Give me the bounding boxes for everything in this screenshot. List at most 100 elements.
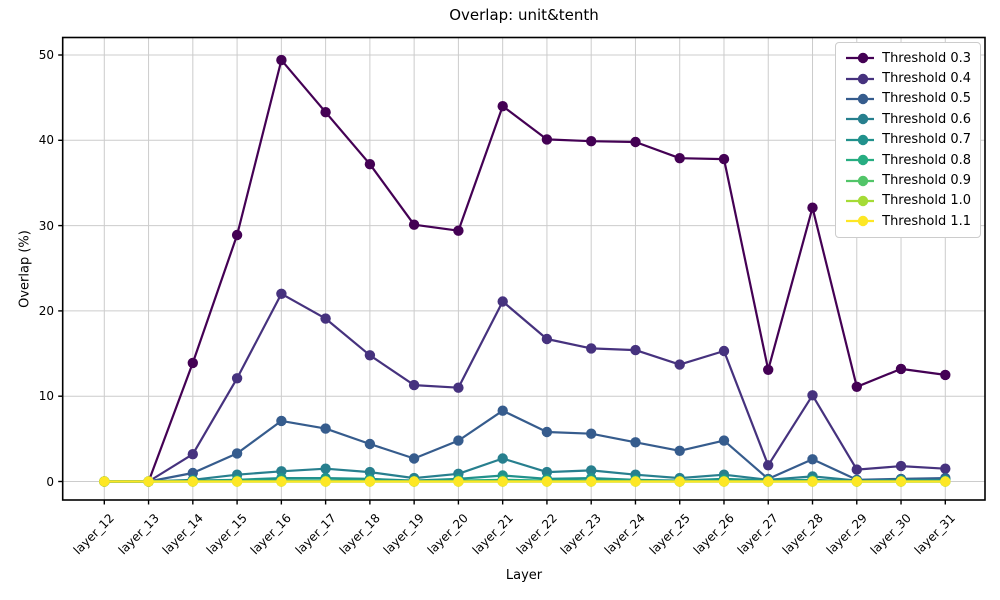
data-point-marker xyxy=(718,345,730,357)
data-point-marker xyxy=(453,435,464,446)
data-point-marker xyxy=(408,379,420,391)
legend-line-marker-icon xyxy=(846,114,875,125)
series-line xyxy=(103,59,947,483)
y-tick-label: 10 xyxy=(38,389,54,404)
data-point-marker xyxy=(453,225,464,236)
data-point-marker xyxy=(807,202,818,213)
data-point-marker xyxy=(320,476,331,487)
data-point-marker xyxy=(674,153,685,164)
data-point-marker xyxy=(276,415,287,427)
legend-label: Threshold 0.7 xyxy=(882,132,971,148)
data-point-marker xyxy=(630,344,641,356)
legend-label: Threshold 0.6 xyxy=(882,111,971,127)
data-point-marker xyxy=(586,465,597,476)
data-point-marker xyxy=(807,390,818,401)
legend-label: Threshold 0.9 xyxy=(882,173,971,189)
data-point-marker xyxy=(940,476,951,487)
data-point-marker xyxy=(408,476,420,487)
data-point-marker xyxy=(895,363,907,375)
data-point-marker xyxy=(674,476,685,487)
y-tick-label: 30 xyxy=(38,218,54,233)
data-point-marker xyxy=(895,476,907,487)
series-line xyxy=(103,409,947,483)
data-point-marker xyxy=(807,454,818,465)
data-point-marker xyxy=(497,476,508,487)
legend-line-marker-icon xyxy=(846,93,875,105)
data-point-marker xyxy=(453,382,464,393)
data-point-marker xyxy=(231,448,243,459)
data-point-marker xyxy=(364,159,376,170)
legend-label: Threshold 0.5 xyxy=(882,91,971,107)
data-point-marker xyxy=(320,463,331,474)
legend-label: Threshold 0.4 xyxy=(882,71,971,87)
legend-label: Threshold 0.3 xyxy=(882,50,971,66)
y-tick-label: 20 xyxy=(38,303,54,318)
x-axis-label: Layer xyxy=(505,568,543,583)
legend-label: Threshold 1.0 xyxy=(882,193,971,209)
data-point-marker xyxy=(541,476,553,487)
data-point-marker xyxy=(320,313,331,324)
data-point-marker xyxy=(630,136,641,148)
data-point-marker xyxy=(453,476,464,487)
data-point-marker xyxy=(718,476,730,487)
legend-line-marker-icon xyxy=(846,195,875,207)
data-point-marker xyxy=(763,364,774,375)
chart-title: Overlap: unit&tenth xyxy=(449,6,599,24)
data-point-marker xyxy=(851,381,862,392)
data-point-marker xyxy=(187,476,198,487)
data-point-marker xyxy=(276,288,287,299)
data-point-marker xyxy=(497,453,508,464)
legend-line-marker-icon xyxy=(846,154,875,166)
y-tick-label: 40 xyxy=(38,133,54,148)
data-point-marker xyxy=(497,296,508,307)
data-point-marker xyxy=(541,134,553,145)
data-point-marker xyxy=(940,369,951,381)
data-point-marker xyxy=(763,476,774,487)
axes-spines xyxy=(61,36,986,501)
data-point-marker xyxy=(187,449,198,460)
data-point-marker xyxy=(586,343,597,354)
legend-item: Threshold 1.0 xyxy=(845,191,971,211)
data-point-marker xyxy=(320,107,331,118)
data-point-marker xyxy=(408,453,420,464)
data-point-marker xyxy=(541,333,553,345)
data-point-marker xyxy=(807,476,818,487)
data-point-marker xyxy=(718,435,730,446)
data-point-marker xyxy=(276,54,287,66)
legend-line-marker-icon xyxy=(846,73,875,84)
data-point-marker xyxy=(586,428,597,439)
legend-item: Threshold 0.7 xyxy=(845,130,971,150)
data-point-marker xyxy=(586,476,597,487)
y-tick-label: 0 xyxy=(46,474,54,489)
y-axis-label: Overlap (%) xyxy=(17,230,33,308)
legend-line-marker-icon xyxy=(846,175,875,186)
data-point-marker xyxy=(851,476,862,487)
data-point-marker xyxy=(99,476,110,487)
data-point-marker xyxy=(718,153,730,165)
legend-item: Threshold 0.5 xyxy=(845,89,971,109)
legend-line-marker-icon xyxy=(846,52,875,64)
data-point-marker xyxy=(187,357,198,369)
data-point-marker xyxy=(541,426,553,438)
data-point-marker xyxy=(497,405,508,416)
legend: Threshold 0.3 Threshold 0.4 Threshold 0.5 T… xyxy=(835,42,981,238)
data-point-marker xyxy=(940,463,951,474)
series-line xyxy=(103,292,947,483)
data-point-marker xyxy=(143,476,154,487)
legend-line-marker-icon xyxy=(846,134,875,145)
data-point-marker xyxy=(895,460,907,472)
legend-item: Threshold 0.4 xyxy=(845,68,971,88)
y-tick-label: 50 xyxy=(38,48,54,62)
data-point-marker xyxy=(364,350,376,361)
data-point-marker xyxy=(408,219,420,230)
data-point-marker xyxy=(231,229,243,241)
data-point-marker xyxy=(364,438,376,450)
legend-item: Threshold 0.9 xyxy=(845,170,971,190)
legend-label: Threshold 0.8 xyxy=(882,152,971,168)
data-point-marker xyxy=(276,476,287,487)
series-line xyxy=(103,457,947,483)
legend-item: Threshold 0.6 xyxy=(845,109,971,129)
data-point-marker xyxy=(674,445,685,456)
